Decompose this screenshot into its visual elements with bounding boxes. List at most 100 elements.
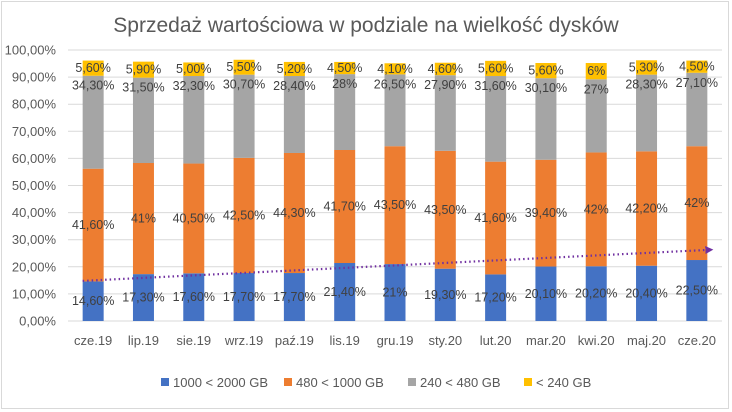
y-tick-label: 20,00% <box>12 259 57 274</box>
bar-segment <box>535 63 557 79</box>
x-tick-label: wrz.19 <box>224 333 263 348</box>
y-tick-label: 90,00% <box>12 70 57 85</box>
y-tick-label: 80,00% <box>12 97 57 112</box>
bar-segment <box>585 63 607 80</box>
bar-segment <box>334 74 356 150</box>
legend-item: 1000 < 2000 GB <box>161 375 268 390</box>
data-label: 43,50% <box>424 203 466 217</box>
data-label: 4,50% <box>327 61 362 75</box>
chart-title: Sprzedaż wartościowa w podziale na wielk… <box>113 14 619 37</box>
data-label: 17,60% <box>173 290 215 304</box>
bar-segment <box>82 75 104 169</box>
x-tick-label: paź.19 <box>275 333 314 348</box>
data-label: 42% <box>584 202 609 216</box>
bar-segment <box>636 74 658 152</box>
x-tick-label: maj.20 <box>627 333 666 348</box>
data-label: 42,50% <box>223 208 265 222</box>
bar-segment <box>233 157 255 274</box>
data-label: 17,70% <box>273 290 315 304</box>
data-label: 44,30% <box>273 206 315 220</box>
data-label: 5,60% <box>478 61 513 75</box>
data-label: 41,70% <box>323 200 365 214</box>
bar-segment <box>485 161 507 275</box>
legend-label: < 240 GB <box>536 375 591 390</box>
x-tick-label: mar.20 <box>526 333 566 348</box>
data-label: 21,40% <box>323 285 365 299</box>
bar-segment <box>636 151 658 266</box>
bar-segment <box>183 76 205 164</box>
bar-segment <box>535 266 557 321</box>
data-label: 5,50% <box>226 60 261 74</box>
bar-segment <box>334 149 356 264</box>
legend-label: 480 < 1000 GB <box>296 375 384 390</box>
legend-label: 1000 < 2000 GB <box>173 375 268 390</box>
x-tick-label: kwi.20 <box>578 333 615 348</box>
data-label: 17,70% <box>223 290 265 304</box>
data-label: 41,60% <box>72 218 114 232</box>
bar-segment <box>434 75 456 151</box>
data-label: 20,20% <box>575 287 617 301</box>
data-label: 14,60% <box>72 294 114 308</box>
bar-segment <box>82 281 104 321</box>
legend-label: 240 < 480 GB <box>420 375 501 390</box>
y-tick-label: 0,00% <box>19 314 56 329</box>
legend-swatch <box>284 378 292 386</box>
data-label: 4,50% <box>679 60 714 74</box>
x-tick-label: sie.19 <box>176 333 211 348</box>
data-label: 28,30% <box>625 78 667 92</box>
data-label: 27,10% <box>676 76 718 90</box>
y-tick-label: 50,00% <box>12 178 57 193</box>
data-label: 27,90% <box>424 78 466 92</box>
data-label: 40,50% <box>173 211 215 225</box>
bar-segment <box>585 79 607 153</box>
data-label: 17,30% <box>122 291 164 305</box>
bar-segment <box>686 60 708 73</box>
y-tick-label: 40,00% <box>12 205 57 220</box>
bar-segment <box>183 273 205 321</box>
data-label: 41% <box>131 212 156 226</box>
data-label: 39,40% <box>525 206 567 220</box>
bar-segment <box>334 263 356 321</box>
bar-segment <box>636 265 658 321</box>
bar-segment <box>535 159 557 267</box>
data-label: 20,10% <box>525 287 567 301</box>
data-label: 4,60% <box>428 62 463 76</box>
bar-segment <box>686 146 708 261</box>
y-tick-label: 30,00% <box>12 232 57 247</box>
legend-swatch <box>524 378 532 386</box>
data-label: 34,30% <box>72 79 114 93</box>
bar-segment <box>283 76 305 153</box>
bar-segment <box>132 61 154 78</box>
data-label: 20,40% <box>625 286 667 300</box>
bar-segment <box>283 273 305 321</box>
bar-segment <box>384 63 406 75</box>
data-label: 32,30% <box>173 79 215 93</box>
data-label: 17,20% <box>474 291 516 305</box>
legend-item: 240 < 480 GB <box>408 375 501 390</box>
data-label: 43,50% <box>374 198 416 212</box>
bar-segment <box>233 59 255 75</box>
x-tick-label: lut.20 <box>480 333 512 348</box>
x-tick-label: cze.20 <box>678 333 716 348</box>
bar-segment <box>384 74 406 147</box>
bar-segment <box>434 150 456 269</box>
data-label: 5,00% <box>176 62 211 76</box>
data-label: 5,30% <box>629 60 664 74</box>
x-tick-label: lip.19 <box>128 333 159 348</box>
legend-item: < 240 GB <box>524 375 591 390</box>
legend-item: 480 < 1000 GB <box>284 375 384 390</box>
trendline <box>82 246 714 282</box>
bar-segment <box>283 152 305 274</box>
bar-segment <box>283 61 305 77</box>
bar-segment <box>434 268 456 321</box>
bar-segment <box>132 77 154 164</box>
x-tick-label: cze.19 <box>74 333 112 348</box>
data-label: 31,60% <box>474 79 516 93</box>
data-label: 31,50% <box>122 81 164 95</box>
bar-segment <box>132 163 154 275</box>
data-label: 22,50% <box>676 284 718 298</box>
bar-segment <box>183 163 205 274</box>
bar-segment <box>535 78 557 160</box>
x-tick-label: sty.20 <box>428 333 462 348</box>
